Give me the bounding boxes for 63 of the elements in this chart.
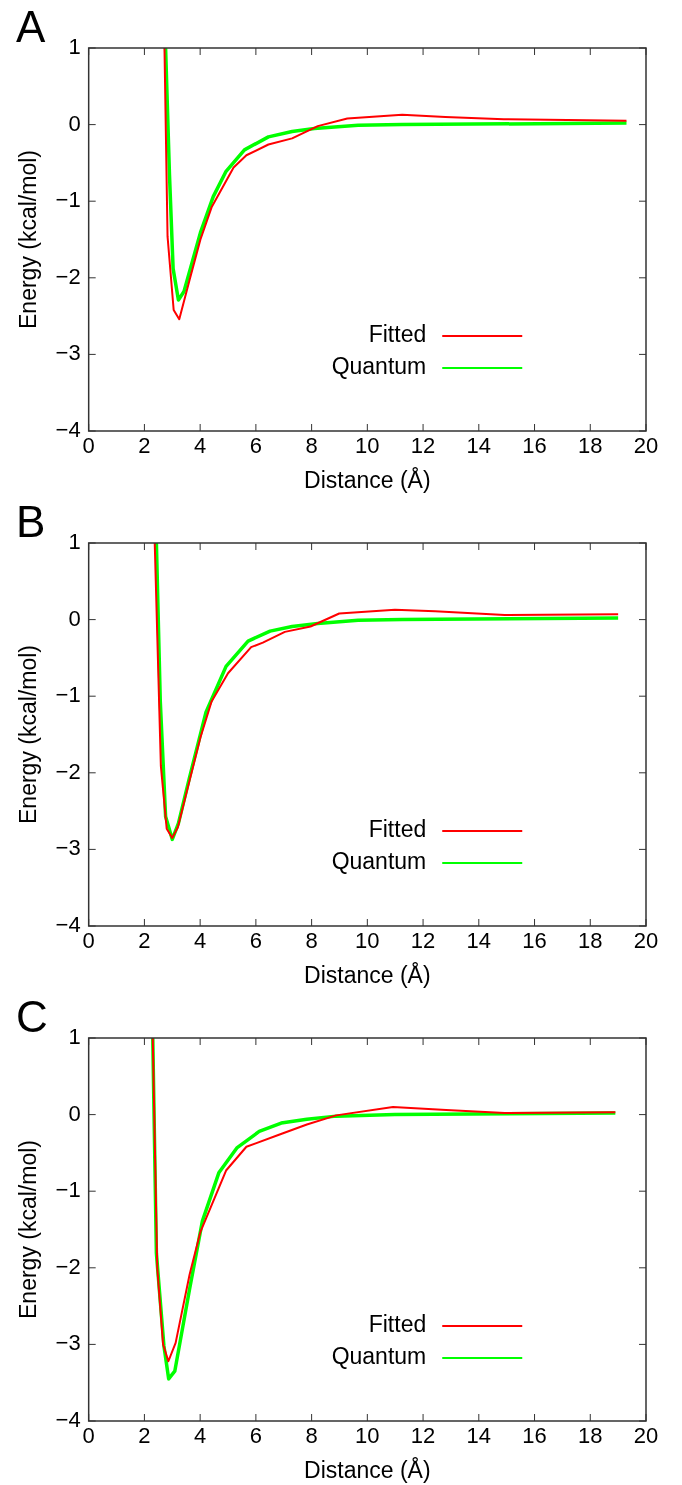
x-tick-label: 6 [249, 1423, 262, 1449]
x-tick-label: 12 [410, 1423, 436, 1449]
x-tick-label: 16 [522, 1423, 547, 1449]
x-tick-label: 4 [194, 1423, 207, 1449]
legend-label: Fitted [368, 816, 427, 843]
y-tick-label: −1 [55, 682, 81, 708]
chart-title: A [16, 2, 46, 52]
legend-label: Quantum [331, 1343, 427, 1370]
y-tick-label: 1 [68, 529, 81, 555]
x-tick-label: 10 [355, 1423, 380, 1449]
y-axis-title: Energy (kcal/mol) [15, 150, 42, 329]
x-tick-label: 14 [466, 928, 492, 954]
y-tick-label: −2 [55, 263, 81, 289]
y-axis-title: Energy (kcal/mol) [15, 1140, 42, 1319]
y-tick-label: 0 [68, 110, 81, 136]
legend-label: Fitted [368, 321, 427, 348]
y-tick-label: −4 [55, 417, 81, 443]
legend-label: Quantum [331, 353, 427, 380]
x-tick-label: 10 [355, 928, 380, 954]
y-tick-label: 0 [68, 1100, 81, 1126]
y-tick-label: −2 [55, 758, 81, 784]
y-axis-title: Energy (kcal/mol) [15, 645, 42, 824]
x-tick-label: 18 [578, 928, 603, 954]
y-tick-label: −3 [55, 340, 81, 366]
legend-label: Quantum [331, 848, 427, 875]
x-tick-label: 12 [410, 433, 436, 459]
y-tick-label: −3 [55, 1330, 81, 1356]
x-tick-label: 18 [578, 1423, 603, 1449]
x-tick-label: 2 [138, 433, 151, 459]
y-tick-label: −3 [55, 835, 81, 861]
chart-title: C [16, 992, 48, 1042]
x-axis-title: Distance (Å) [304, 1455, 431, 1483]
x-tick-label: 16 [522, 928, 547, 954]
y-tick-label: −4 [55, 912, 81, 938]
legend-label: Fitted [368, 1311, 427, 1338]
x-tick-label: 20 [633, 433, 659, 459]
x-tick-label: 2 [138, 928, 151, 954]
x-tick-label: 18 [578, 433, 603, 459]
x-tick-label: 8 [305, 433, 318, 459]
y-tick-label: −1 [55, 187, 81, 213]
x-tick-label: 4 [194, 433, 207, 459]
x-axis-title: Distance (Å) [304, 960, 431, 988]
x-tick-label: 6 [249, 433, 262, 459]
x-tick-label: 4 [194, 928, 207, 954]
x-tick-label: 8 [305, 1423, 318, 1449]
x-tick-label: 6 [249, 928, 262, 954]
chart-title: B [16, 497, 46, 547]
y-tick-label: 1 [68, 34, 81, 60]
x-tick-label: 8 [305, 928, 318, 954]
y-tick-label: 1 [68, 1024, 81, 1050]
y-tick-label: −2 [55, 1253, 81, 1279]
x-tick-label: 16 [522, 433, 547, 459]
x-tick-label: 2 [138, 1423, 151, 1449]
x-tick-label: 14 [466, 1423, 492, 1449]
x-tick-label: 10 [355, 433, 380, 459]
y-tick-label: −1 [55, 1177, 81, 1203]
x-axis-title: Distance (Å) [304, 465, 431, 493]
x-tick-label: 20 [633, 928, 659, 954]
x-tick-label: 12 [410, 928, 436, 954]
y-tick-label: −4 [55, 1407, 81, 1433]
x-tick-label: 20 [633, 1423, 659, 1449]
x-tick-label: 14 [466, 433, 492, 459]
y-tick-label: 0 [68, 605, 81, 631]
